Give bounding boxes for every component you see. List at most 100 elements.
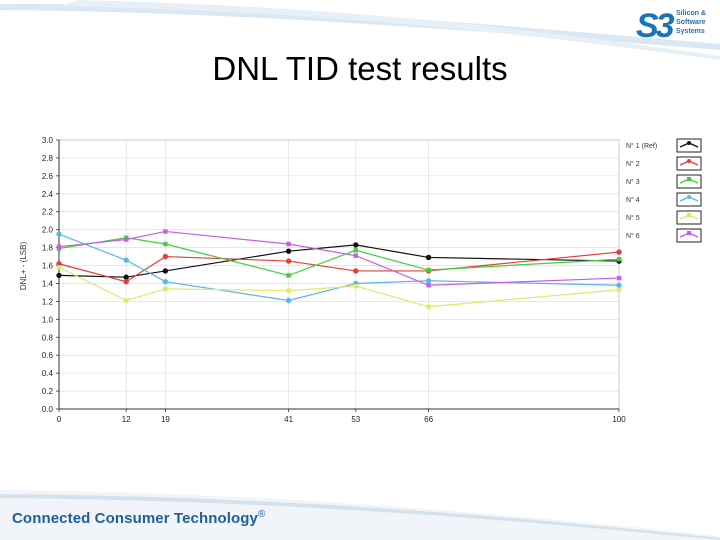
y-tick-label: 1.6 bbox=[42, 262, 54, 271]
data-point bbox=[56, 265, 62, 270]
slide-title: DNL TID test results bbox=[212, 50, 508, 87]
y-tick-label: 0.0 bbox=[42, 405, 54, 414]
legend-label: N° 6 bbox=[626, 232, 640, 240]
data-point bbox=[162, 278, 169, 285]
legend-label: N° 1 (Ref) bbox=[626, 142, 657, 150]
y-tick-label: 0.4 bbox=[42, 369, 54, 378]
legend-swatch-box bbox=[676, 138, 702, 153]
x-tick-label: 0 bbox=[57, 415, 62, 424]
x-tick-label: 100 bbox=[612, 415, 626, 424]
legend-entry-2: N° 2 bbox=[626, 156, 702, 171]
x-tick-label: 19 bbox=[161, 415, 170, 424]
data-point bbox=[123, 257, 129, 263]
footer-text: Connected Consumer Technology bbox=[12, 510, 258, 527]
logo-line-3: Systems bbox=[676, 28, 705, 35]
y-tick-label: 2.8 bbox=[42, 154, 54, 163]
data-point bbox=[616, 275, 622, 281]
data-point bbox=[286, 241, 291, 247]
data-point bbox=[616, 287, 622, 292]
y-tick-label: 0.8 bbox=[42, 333, 54, 342]
data-point bbox=[285, 248, 292, 254]
data-point bbox=[56, 231, 62, 237]
legend-label: N° 5 bbox=[626, 214, 640, 222]
data-point bbox=[56, 272, 62, 279]
legend-entry-5: N° 5 bbox=[626, 210, 702, 225]
legend-swatch-marker bbox=[687, 141, 691, 145]
footer-brand: Connected Consumer Technology® bbox=[12, 509, 265, 527]
data-point bbox=[163, 241, 168, 247]
footer-swoosh bbox=[0, 490, 720, 540]
logo-line-1: Silicon & bbox=[676, 10, 706, 17]
legend-entry-1: N° 1 (Ref) bbox=[626, 138, 702, 153]
legend-swatch-box bbox=[676, 228, 702, 243]
logo-mark: S3 bbox=[636, 7, 675, 45]
legend-swatch-marker bbox=[687, 231, 691, 235]
x-tick-label: 12 bbox=[122, 415, 131, 424]
y-axis-label: DNL+ - (LSB) bbox=[19, 242, 28, 291]
legend-swatch-marker bbox=[687, 213, 691, 217]
data-point bbox=[124, 298, 129, 303]
legend-entry-4: N° 4 bbox=[626, 192, 702, 207]
data-point bbox=[285, 258, 292, 264]
company-logo: S3 Silicon & Software Systems bbox=[636, 4, 720, 48]
legend-swatch-marker bbox=[687, 195, 691, 199]
y-tick-label: 0.6 bbox=[42, 351, 54, 360]
y-tick-label: 1.2 bbox=[42, 297, 54, 306]
y-tick-label: 1.4 bbox=[42, 279, 54, 288]
data-point bbox=[123, 274, 129, 280]
data-point bbox=[163, 286, 168, 292]
data-point bbox=[616, 257, 622, 262]
data-point bbox=[285, 297, 292, 304]
y-tick-label: 1.8 bbox=[42, 244, 54, 253]
legend-swatch-marker bbox=[687, 159, 691, 163]
legend-label: N° 4 bbox=[626, 196, 640, 204]
x-tick-label: 66 bbox=[424, 415, 433, 424]
data-point bbox=[426, 267, 431, 273]
legend-swatch-marker bbox=[687, 177, 691, 181]
series-6 bbox=[56, 229, 622, 288]
y-tick-label: 0.2 bbox=[42, 387, 54, 396]
legend-swatch-box bbox=[676, 210, 702, 225]
legend-label: N° 3 bbox=[626, 178, 640, 186]
x-tick-label: 53 bbox=[351, 415, 360, 424]
data-point bbox=[425, 278, 432, 284]
axes: 0.0 0.2 0.4 0.6 0.8 1.0 1.2 1.4 1.6 1.8 2.0 2.2 2.4 2… bbox=[42, 136, 626, 424]
logo-text: Silicon & Software Systems bbox=[676, 9, 720, 36]
data-point bbox=[163, 229, 168, 234]
data-point bbox=[56, 244, 62, 249]
legend-entry-6: N° 6 bbox=[626, 228, 702, 243]
data-point bbox=[124, 237, 129, 242]
logo-line-2: Software bbox=[676, 19, 706, 26]
data-point bbox=[616, 249, 622, 255]
legend-entry-3: N° 3 bbox=[626, 174, 702, 189]
data-point bbox=[162, 253, 169, 260]
registered-mark: ® bbox=[257, 509, 266, 520]
series-lines bbox=[56, 229, 622, 309]
data-point bbox=[426, 283, 431, 288]
y-tick-label: 2.4 bbox=[42, 190, 54, 199]
data-point bbox=[353, 268, 359, 274]
y-tick-label: 2.0 bbox=[42, 226, 54, 235]
data-point bbox=[353, 242, 359, 248]
header-swoosh bbox=[0, 0, 720, 60]
data-point bbox=[286, 288, 291, 293]
y-tick-label: 1.0 bbox=[42, 315, 54, 324]
data-point bbox=[123, 278, 129, 285]
data-point bbox=[353, 283, 358, 289]
data-point bbox=[616, 282, 622, 288]
legend: N° 1 (Ref) N° 2 N° 3 N° 4 N° 5 N° 6 bbox=[626, 138, 702, 243]
data-point bbox=[286, 273, 291, 278]
legend-label: N° 2 bbox=[626, 160, 640, 168]
dnl-line-chart: 0.0 0.2 0.4 0.6 0.8 1.0 1.2 1.4 1.6 1.8 2.0 2.2 2.4 2… bbox=[19, 136, 702, 424]
legend-swatch-box bbox=[676, 156, 702, 171]
legend-swatch-box bbox=[676, 192, 702, 207]
data-point bbox=[353, 248, 358, 253]
y-tick-label: 3.0 bbox=[42, 136, 54, 145]
x-tick-label: 41 bbox=[284, 415, 293, 424]
data-point bbox=[426, 304, 431, 309]
series-1 bbox=[56, 242, 622, 280]
data-point bbox=[353, 253, 358, 258]
legend-swatch-box bbox=[676, 174, 702, 189]
y-tick-label: 2.2 bbox=[42, 208, 54, 217]
data-point bbox=[162, 268, 169, 274]
